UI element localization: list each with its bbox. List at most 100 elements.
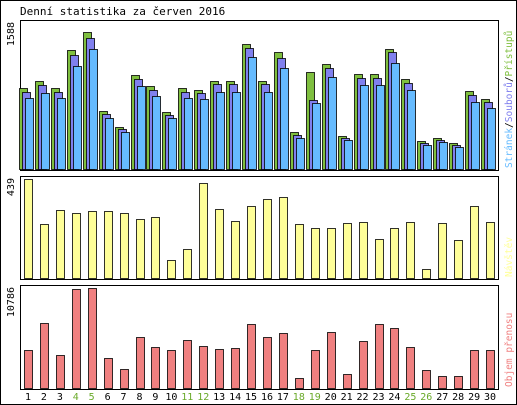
bar-Objem přenosu-day-11 (183, 340, 192, 389)
legend-separator: / (504, 76, 515, 82)
bar-Stránek-day-29 (471, 102, 480, 170)
bar-Stránek-day-26 (423, 145, 432, 170)
x-tick-label: 24 (388, 392, 400, 403)
bar-Stránek-day-2 (41, 93, 50, 170)
x-tick-label: 27 (436, 392, 448, 403)
legend-entry: Souborů (504, 82, 515, 122)
bar-Stránek-day-5 (89, 49, 98, 170)
bar-Objem přenosu-day-8 (136, 337, 145, 389)
bar-Objem přenosu-day-28 (454, 376, 463, 389)
bar-Návštěv-day-3 (56, 210, 65, 279)
bar-Objem přenosu-day-4 (72, 289, 81, 389)
bar-Stránek-day-4 (73, 66, 82, 170)
bar-Stránek-day-21 (344, 140, 353, 170)
bar-Objem přenosu-day-14 (231, 348, 240, 389)
bar-Návštěv-day-13 (215, 209, 224, 279)
bar-Stránek-day-19 (312, 103, 321, 170)
bar-Objem přenosu-day-18 (295, 378, 304, 389)
bar-Stránek-day-20 (328, 77, 337, 170)
bar-Stránek-day-24 (391, 63, 400, 170)
bar-Objem přenosu-day-15 (247, 324, 256, 389)
x-tick-label: 14 (229, 392, 241, 403)
bar-Návštěv-day-4 (72, 213, 81, 279)
bar-Návštěv-day-14 (231, 221, 240, 279)
bar-Návštěv-day-9 (151, 217, 160, 279)
bar-Návštěv-day-1 (24, 179, 33, 279)
bar-Objem přenosu-day-5 (88, 288, 97, 389)
x-tick-label: 11 (181, 392, 193, 403)
legend-entry: Objem přenosu (504, 313, 515, 387)
bar-Stránek-day-3 (57, 98, 66, 170)
chart-title: Denní statistika za červen 2016 (20, 5, 225, 18)
bar-Stránek-day-9 (152, 96, 161, 170)
bar-Objem přenosu-day-13 (215, 349, 224, 389)
bar-Objem přenosu-day-29 (470, 350, 479, 389)
bar-Návštěv-day-18 (295, 224, 304, 279)
bar-Stránek-day-6 (105, 118, 114, 170)
bar-Návštěv-day-17 (279, 197, 288, 279)
visits-legend: Návštěv (504, 237, 515, 277)
bar-Objem přenosu-day-9 (151, 347, 160, 389)
bar-Stránek-day-7 (121, 132, 130, 170)
bar-Návštěv-day-19 (311, 228, 320, 279)
hits-files-pages-ymax-label: 1588 (6, 22, 17, 46)
x-tick-label: 5 (89, 392, 95, 403)
x-tick-label: 30 (484, 392, 496, 403)
bar-Objem přenosu-day-3 (56, 355, 65, 389)
bar-Stránek-day-13 (216, 92, 225, 170)
bar-Stránek-day-8 (137, 86, 146, 170)
bar-Návštěv-day-24 (390, 228, 399, 279)
bar-Objem přenosu-day-10 (167, 350, 176, 389)
x-tick-label: 19 (309, 392, 321, 403)
bar-Stránek-day-1 (25, 98, 34, 170)
x-tick-label: 2 (41, 392, 47, 403)
bar-Návštěv-day-5 (88, 211, 97, 279)
bar-Objem přenosu-day-23 (375, 324, 384, 389)
x-tick-label: 26 (420, 392, 432, 403)
kbytes-legend: Objem přenosu (504, 313, 515, 387)
panel-hits-files-pages: 1588 Stránek/Souborů/Přístupů (6, 20, 515, 171)
bar-Objem přenosu-day-12 (199, 346, 208, 389)
x-tick-label: 12 (197, 392, 209, 403)
x-tick-label: 21 (341, 392, 353, 403)
bar-Návštěv-day-11 (183, 249, 192, 279)
panel-kbytes: 10786 Objem přenosu (6, 285, 515, 390)
bar-Stránek-day-18 (296, 138, 305, 170)
bar-Návštěv-day-23 (375, 239, 384, 279)
x-tick-label: 20 (325, 392, 337, 403)
x-tick-label: 15 (245, 392, 257, 403)
bar-Stránek-day-15 (248, 57, 257, 170)
x-tick-label: 6 (105, 392, 111, 403)
x-tick-label: 18 (293, 392, 305, 403)
legend-entry: Návštěv (504, 237, 515, 277)
bar-Stránek-day-28 (455, 147, 464, 170)
bar-Objem přenosu-day-1 (24, 350, 33, 389)
bar-Objem přenosu-day-7 (120, 369, 129, 389)
bar-Návštěv-day-26 (422, 269, 431, 279)
bar-Návštěv-day-29 (470, 206, 479, 279)
x-tick-label: 29 (468, 392, 480, 403)
x-tick-label: 25 (404, 392, 416, 403)
bar-Návštěv-day-16 (263, 199, 272, 279)
bar-Objem přenosu-day-20 (327, 332, 336, 389)
visits-ymax-label: 439 (6, 178, 17, 196)
bar-Objem přenosu-day-16 (263, 337, 272, 389)
bar-Návštěv-day-10 (167, 260, 176, 279)
bar-Stránek-day-14 (232, 92, 241, 170)
x-tick-label: 3 (57, 392, 63, 403)
bar-Návštěv-day-27 (438, 223, 447, 279)
x-tick-label: 7 (121, 392, 127, 403)
x-tick-label: 17 (277, 392, 289, 403)
panel-visits: 439 Návštěv (6, 176, 515, 280)
hits-files-pages-legend: Stránek/Souborů/Přístupů (504, 31, 515, 168)
bar-Návštěv-day-7 (120, 213, 129, 279)
bar-Návštěv-day-8 (136, 219, 145, 279)
x-tick-label: 16 (261, 392, 273, 403)
x-tick-label: 4 (73, 392, 79, 403)
bar-Návštěv-day-6 (104, 211, 113, 279)
bar-Objem přenosu-day-27 (438, 376, 447, 389)
bar-Návštěv-day-28 (454, 240, 463, 279)
bar-Návštěv-day-20 (327, 228, 336, 279)
legend-separator: / (504, 122, 515, 128)
